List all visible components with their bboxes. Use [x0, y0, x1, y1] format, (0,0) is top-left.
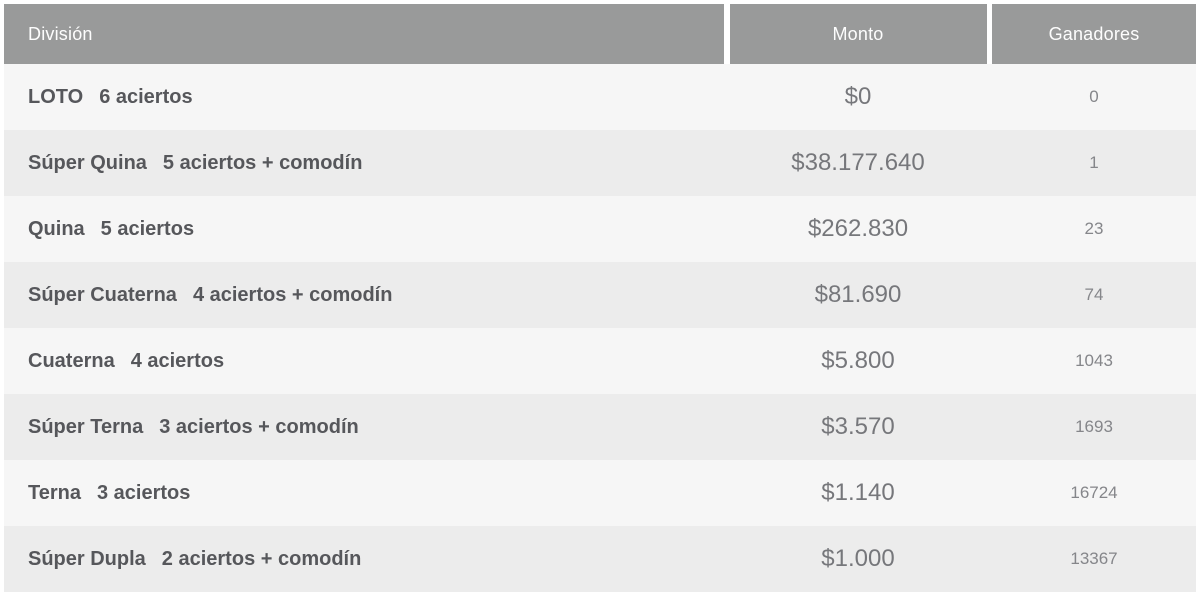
- monto-cell: $38.177.640: [791, 149, 925, 176]
- division-detail: 6 aciertos: [99, 85, 193, 108]
- ganadores-cell: 16724: [1070, 483, 1118, 502]
- table-row: Súper Dupla 2 aciertos + comodín $1.000 …: [4, 526, 1196, 592]
- ganadores-cell: 13367: [1070, 549, 1118, 568]
- table-row: Súper Quina 5 aciertos + comodín $38.177…: [4, 130, 1196, 196]
- division-name: Súper Terna: [28, 415, 144, 438]
- column-header-division: División: [4, 4, 724, 64]
- column-header-monto: Monto: [729, 4, 987, 64]
- table-row: Súper Terna 3 aciertos + comodín $3.570 …: [4, 394, 1196, 460]
- division-name: Cuaterna: [28, 349, 115, 372]
- division-detail: 5 aciertos + comodín: [162, 151, 363, 174]
- monto-cell: $81.690: [814, 281, 902, 308]
- column-header-ganadores: Ganadores: [992, 4, 1196, 64]
- monto-cell: $3.570: [821, 413, 895, 440]
- monto-cell: $1.000: [821, 545, 895, 572]
- division-name: Súper Quina: [28, 151, 147, 174]
- division-cell: LOTO 6 aciertos: [4, 64, 724, 130]
- table-row: Cuaterna 4 aciertos $5.800 1043: [4, 328, 1196, 394]
- table-row: Quina 5 aciertos $262.830 23: [4, 196, 1196, 262]
- division-detail: 4 aciertos: [130, 349, 225, 372]
- table-header-row: División Monto Ganadores: [4, 4, 1196, 64]
- division-detail: 3 aciertos: [96, 481, 191, 504]
- division-detail: 5 aciertos: [100, 217, 195, 240]
- table-row: Súper Cuaterna 4 aciertos + comodín $81.…: [4, 262, 1196, 328]
- monto-cell: $0: [844, 83, 872, 110]
- division-cell: Súper Cuaterna 4 aciertos + comodín: [4, 262, 724, 328]
- division-name: Quina: [28, 217, 85, 240]
- ganadores-cell: 1043: [1075, 351, 1113, 370]
- table-row: LOTO 6 aciertos $0 0: [4, 64, 1196, 130]
- division-cell: Quina 5 aciertos: [4, 196, 724, 262]
- division-detail: 2 aciertos + comodín: [161, 547, 362, 570]
- division-cell: Súper Terna 3 aciertos + comodín: [4, 394, 724, 460]
- division-cell: Súper Dupla 2 aciertos + comodín: [4, 526, 724, 592]
- division-cell: Terna 3 aciertos: [4, 460, 724, 526]
- division-name: Súper Cuaterna: [28, 283, 177, 306]
- division-cell: Cuaterna 4 aciertos: [4, 328, 724, 394]
- division-name: Terna: [28, 481, 81, 504]
- monto-cell: $262.830: [807, 215, 909, 242]
- ganadores-cell: 0: [1089, 87, 1099, 106]
- division-detail: 3 aciertos + comodín: [159, 415, 359, 438]
- ganadores-cell: 1693: [1075, 417, 1113, 436]
- monto-cell: $1.140: [821, 479, 895, 506]
- monto-cell: $5.800: [821, 347, 895, 374]
- ganadores-cell: 1: [1089, 153, 1099, 172]
- table-row: Terna 3 aciertos $1.140 16724: [4, 460, 1196, 526]
- ganadores-cell: 23: [1084, 219, 1104, 238]
- division-name: Súper Dupla: [28, 547, 146, 570]
- ganadores-cell: 74: [1084, 285, 1104, 304]
- division-detail: 4 aciertos + comodín: [192, 283, 393, 306]
- division-name: LOTO: [28, 85, 84, 108]
- division-cell: Súper Quina 5 aciertos + comodín: [4, 130, 724, 196]
